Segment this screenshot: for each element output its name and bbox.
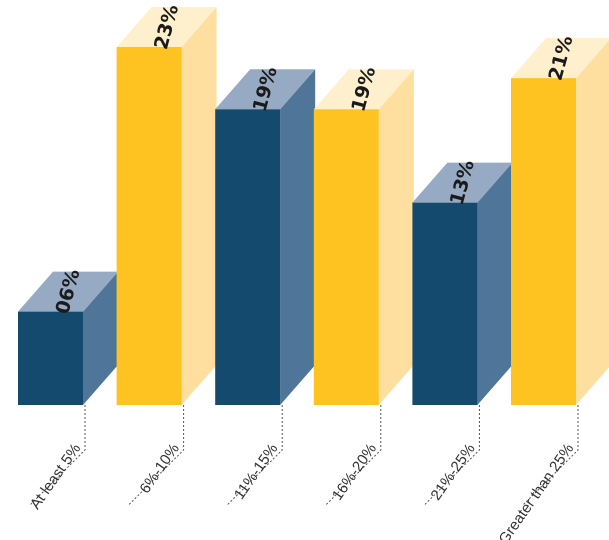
bar-front-face — [511, 78, 576, 405]
leader-line — [226, 405, 283, 506]
leader-line — [128, 405, 185, 506]
category-label: 6%-10% — [136, 441, 182, 497]
category-label: 11%-15% — [231, 441, 282, 503]
bar-top-face — [116, 7, 217, 47]
bar-2: 23% — [116, 2, 217, 405]
bar-top-face — [18, 271, 118, 312]
category-labels-group: At least 5% 6%-10% 11%-15% 16%-20% 21%-25% Gr… — [27, 405, 579, 540]
bar-side-face — [280, 69, 316, 406]
category-4: 16%-20% — [325, 405, 382, 506]
category-label: 21%-25% — [427, 441, 478, 504]
bar-side-face — [378, 69, 414, 406]
bar-top-face — [313, 69, 414, 110]
bar-side-face — [477, 162, 513, 405]
bar-top-face — [511, 38, 609, 79]
bar-3: 19% — [215, 64, 316, 406]
bar-side-face — [181, 7, 217, 405]
bar-front-face — [116, 47, 182, 405]
bar-6: 21% — [511, 33, 609, 405]
bar-front-face — [215, 109, 281, 406]
category-label: 16%-20% — [329, 441, 380, 504]
leader-line — [424, 405, 480, 506]
category-5: 21%-25% — [424, 405, 480, 506]
bar-5: 13% — [412, 158, 513, 405]
leader-line — [29, 405, 86, 506]
bar-side-face — [576, 40, 609, 405]
bar-top-face — [412, 162, 513, 203]
category-6: Greater than 25% — [495, 405, 579, 540]
bar-4: 19% — [313, 64, 414, 406]
category-2: 6%-10% — [128, 405, 185, 506]
bar-front-face — [313, 109, 379, 406]
leader-line — [522, 405, 579, 506]
category-label: At least 5% — [27, 441, 84, 513]
bar-front-face — [18, 311, 83, 405]
category-1: At least 5% — [27, 405, 86, 513]
bar-front-face — [412, 202, 478, 405]
leader-line — [325, 405, 382, 506]
category-3: 11%-15% — [226, 405, 283, 506]
bar-1: 06% — [18, 267, 118, 405]
bar-side-face — [83, 271, 118, 405]
category-label: Greater than 25% — [495, 441, 577, 540]
bars-group: 06%23%19% 19%13%21% — [18, 2, 609, 406]
bar-top-face — [215, 69, 316, 110]
